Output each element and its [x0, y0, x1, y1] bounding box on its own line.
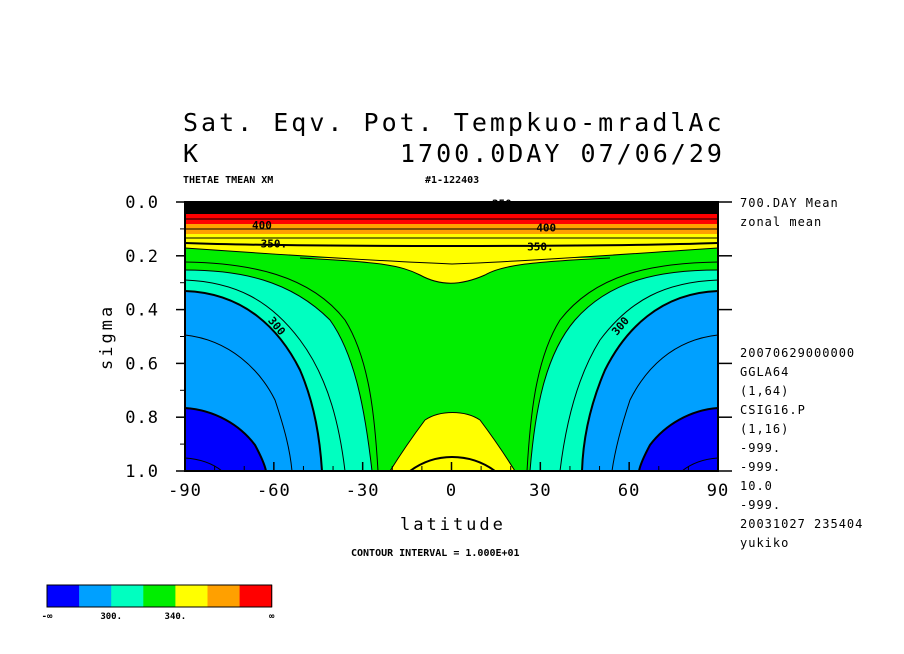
contour-line: [681, 457, 718, 471]
y-tick-label: 0.4: [125, 301, 159, 321]
colorbar: -∞ 300. 340. ∞: [42, 584, 275, 622]
colorbar-swatch: [207, 585, 241, 607]
contour-fill: [185, 202, 718, 471]
chart-unit: K: [183, 139, 201, 168]
contour-line: [559, 279, 718, 471]
contour-label: 400: [252, 219, 272, 232]
side-info-line: 20031027 235404: [740, 517, 863, 531]
contour-line: [526, 261, 718, 471]
side-info-line: 700.DAY Mean: [740, 196, 839, 210]
x-tick-label: 30: [529, 481, 551, 501]
colorbar-label: 340.: [165, 612, 187, 622]
colorbar-label: 300.: [100, 612, 122, 622]
contour-label: 350.: [527, 240, 554, 253]
contour-label: 400: [536, 222, 556, 235]
side-info-bottom: 20070629000000 GGLA64 (1,64) CSIG16.P (1,16)…: [740, 346, 863, 550]
side-info-line: -999.: [740, 441, 781, 455]
side-info-top: 700.DAY Mean zonal mean: [740, 196, 839, 229]
contour-line: [185, 407, 267, 471]
x-tick-label: 60: [618, 481, 640, 501]
side-info-line: GGLA64: [740, 365, 789, 379]
chart-time: 1700.0DAY 07/06/29: [400, 139, 725, 168]
colorbar-swatch: [47, 585, 80, 607]
y-tick-label: 1.0: [125, 462, 159, 482]
run-label: #1-122403: [425, 175, 479, 186]
contour-line: [185, 247, 718, 265]
contour-interval: CONTOUR INTERVAL = 1.000E+01: [351, 548, 520, 559]
side-info-line: (1,64): [740, 384, 789, 398]
contour-label: 350: [492, 197, 512, 210]
side-info-line: yukiko: [740, 536, 789, 550]
y-tick-label: 0.8: [125, 408, 159, 428]
side-info-line: -999.: [740, 498, 781, 512]
y-tick-label: 0.0: [125, 193, 159, 213]
contour-line: [185, 279, 346, 471]
band-teal: [185, 270, 718, 471]
contour-line-300: [185, 290, 323, 471]
x-tick-label: -60: [257, 481, 291, 501]
band-surface-yellow: [390, 412, 515, 471]
side-info-line: -999.: [740, 460, 781, 474]
colorbar-label: ∞: [269, 612, 275, 622]
side-info-line: 20070629000000: [740, 346, 855, 360]
y-axis: 0.0 0.2 0.4 0.6 0.8 1.0: [125, 193, 732, 482]
x-tick-label: -30: [346, 481, 380, 501]
colorbar-swatch: [239, 585, 273, 607]
colorbar-label: -∞: [42, 612, 53, 622]
side-info-line: 10.0: [740, 479, 773, 493]
band-tropical-yellow: [300, 258, 610, 284]
contour-label: 350.: [261, 238, 288, 251]
contour-line: [185, 457, 223, 471]
colorbar-swatch: [79, 585, 112, 607]
contour-line: [185, 242, 718, 247]
side-info-line: zonal mean: [740, 215, 822, 229]
band-dark-blue: [185, 408, 718, 471]
side-info-line: CSIG16.P: [740, 403, 806, 417]
contour-line: [638, 407, 718, 471]
y-axis-label: sigma: [97, 304, 117, 370]
contour-line: [185, 334, 293, 471]
colorbar-swatch: [175, 585, 208, 607]
y-tick-label: 0.6: [125, 354, 159, 374]
x-tick-label: 90: [707, 481, 729, 501]
colorbar-frame: [46, 584, 273, 608]
contour-line: [185, 261, 379, 471]
contour-line: [389, 412, 516, 471]
variable-label: THETAE TMEAN XM: [183, 175, 273, 186]
y-tick-label: 0.2: [125, 247, 159, 267]
colorbar-swatch: [143, 585, 176, 607]
side-info-line: (1,16): [740, 422, 789, 436]
x-tick-label: 0: [446, 481, 457, 501]
colorbar-swatch: [111, 585, 144, 607]
contour-line: [185, 269, 373, 471]
contour-line-300: [581, 290, 718, 471]
chart-title: Sat. Eqv. Pot. Tempkuo-mradlAc: [183, 108, 725, 137]
x-axis: -90 -60 -30 0 30 60 90: [168, 202, 729, 501]
contour-line: [409, 455, 496, 471]
x-tick-label: -90: [168, 481, 202, 501]
contour-line: [299, 257, 611, 284]
x-axis-label: latitude: [400, 515, 506, 535]
contour-line: [529, 269, 718, 471]
contour-line: [611, 334, 718, 471]
